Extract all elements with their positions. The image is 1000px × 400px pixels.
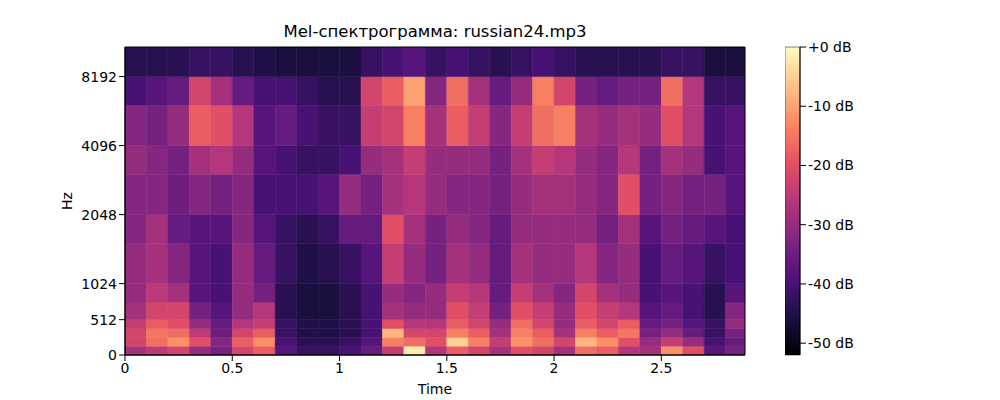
svg-text:0.5: 0.5	[221, 360, 243, 376]
svg-text:1: 1	[335, 360, 344, 376]
svg-text:-20 dB: -20 dB	[808, 157, 854, 173]
svg-text:-50 dB: -50 dB	[808, 335, 854, 351]
svg-text:-10 dB: -10 dB	[808, 98, 854, 114]
html-text:Mel-спектрограмма: russian24.m: Mel-спектрограмма: russian24.mp3	[283, 22, 587, 41]
svg-text:8192: 8192	[81, 69, 117, 85]
svg-text:-40 dB: -40 dB	[808, 276, 854, 292]
svg-text:2048: 2048	[81, 207, 117, 223]
svg-text:2: 2	[550, 360, 559, 376]
svg-text:-30 dB: -30 dB	[808, 217, 854, 233]
svg-text:1024: 1024	[81, 276, 117, 292]
svg-text:0: 0	[108, 347, 117, 363]
svg-text:2.5: 2.5	[650, 360, 672, 376]
svg-text:+0 dB: +0 dB	[808, 39, 852, 55]
svg-text:1.5: 1.5	[436, 360, 458, 376]
svg-text:512: 512	[90, 312, 117, 328]
html-text:Hz: Hz	[59, 192, 75, 210]
svg-text:4096: 4096	[81, 138, 117, 154]
html-text:Time: Time	[417, 381, 453, 397]
svg-text:0: 0	[121, 360, 130, 376]
